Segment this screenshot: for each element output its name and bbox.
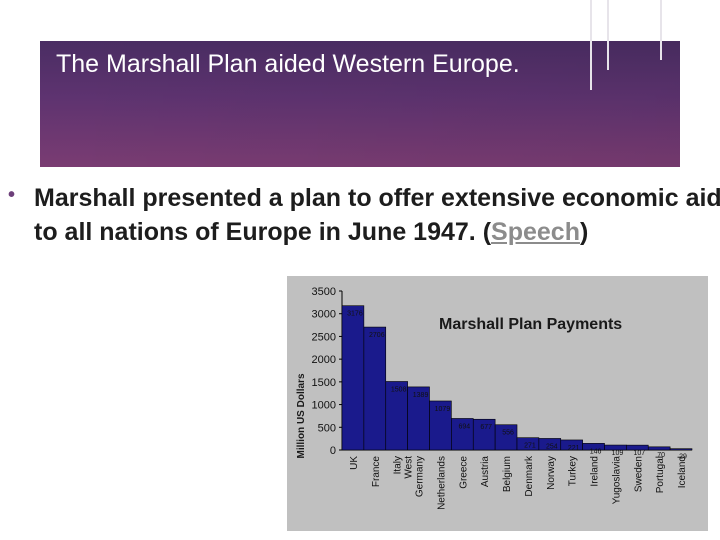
- decorative-line: [660, 0, 662, 60]
- x-tick-label: Belgium: [502, 456, 513, 492]
- speech-link[interactable]: Speech: [491, 218, 580, 246]
- x-tick-label: France: [371, 456, 382, 488]
- y-tick-label: 3500: [312, 286, 336, 298]
- x-tick-label: Ireland: [590, 456, 601, 487]
- y-tick-label: 2000: [312, 354, 336, 366]
- y-tick-label: 2500: [312, 331, 336, 343]
- x-tick-label: Greece: [458, 456, 469, 489]
- bullet-text-end: ): [579, 218, 589, 246]
- x-tick-label: Norway: [546, 456, 557, 490]
- bar: [669, 448, 693, 451]
- data-label: 1079: [435, 406, 451, 413]
- bar: [341, 305, 365, 451]
- chart-bars: 3176 UK 2706 France 1508 Italy 1389 West Germany…: [341, 305, 693, 510]
- x-tick-label: Austria: [480, 456, 491, 488]
- y-tick-label: 500: [318, 422, 336, 434]
- bar: [647, 446, 671, 451]
- slide-title: The Marshall Plan aided Western Europe.: [56, 50, 520, 78]
- x-tick-label: Denmark: [524, 455, 535, 497]
- x-tick-label: Portugal: [655, 456, 666, 493]
- bullet-text: Marshall presented a plan to offer exten…: [34, 181, 720, 249]
- y-tick-label: 1500: [312, 377, 336, 389]
- x-tick-label: UK: [349, 456, 360, 470]
- data-label: 677: [480, 424, 492, 431]
- data-label: 1508: [391, 386, 407, 393]
- bullet-arrow-icon: •: [8, 184, 16, 206]
- x-tick-label: Germany: [415, 456, 426, 497]
- title-banner: [40, 41, 680, 167]
- data-label: 556: [502, 430, 514, 437]
- x-tick-label: Iceland: [677, 456, 688, 488]
- data-label: 107: [633, 450, 645, 457]
- data-label: 70: [657, 452, 665, 459]
- marshall-plan-chart: Marshall Plan Payments Million US Dollar…: [296, 286, 693, 510]
- data-label: 271: [524, 443, 536, 450]
- data-label: 694: [458, 423, 470, 430]
- bar: [363, 326, 387, 451]
- chart-panel: Marshall Plan Payments Million US Dollar…: [287, 276, 708, 531]
- bullet-text-main: Marshall presented a plan to offer exten…: [34, 184, 720, 246]
- y-tick-label: 3000: [312, 309, 336, 321]
- chart-title: Marshall Plan Payments: [439, 316, 622, 333]
- data-label: 254: [546, 443, 558, 450]
- decorative-line: [607, 0, 609, 70]
- y-tick-label: 1000: [312, 400, 336, 412]
- banner-gradient: [40, 41, 680, 167]
- data-label: 109: [612, 450, 624, 457]
- x-tick-label: Netherlands: [436, 456, 447, 510]
- data-label: 3176: [347, 311, 363, 318]
- data-label: 29: [679, 454, 687, 461]
- x-tick-label: Sweden: [633, 456, 644, 492]
- data-label: 221: [568, 445, 580, 452]
- x-tick-label: Turkey: [568, 456, 579, 486]
- data-label: 146: [590, 448, 602, 455]
- y-tick-label: 0: [330, 445, 336, 457]
- x-tick-label: Yugoslavia: [611, 456, 622, 505]
- data-label: 2706: [369, 332, 385, 339]
- decorative-line: [590, 0, 592, 90]
- data-label: 1389: [413, 392, 429, 399]
- x-tick-label: West: [404, 456, 415, 479]
- chart-axes: 0 500 1000 1500 2000 2500 3000 3500: [312, 286, 692, 457]
- bar: [494, 424, 518, 451]
- x-tick-label: Italy: [393, 456, 404, 474]
- y-axis-label: Million US Dollars: [296, 373, 307, 458]
